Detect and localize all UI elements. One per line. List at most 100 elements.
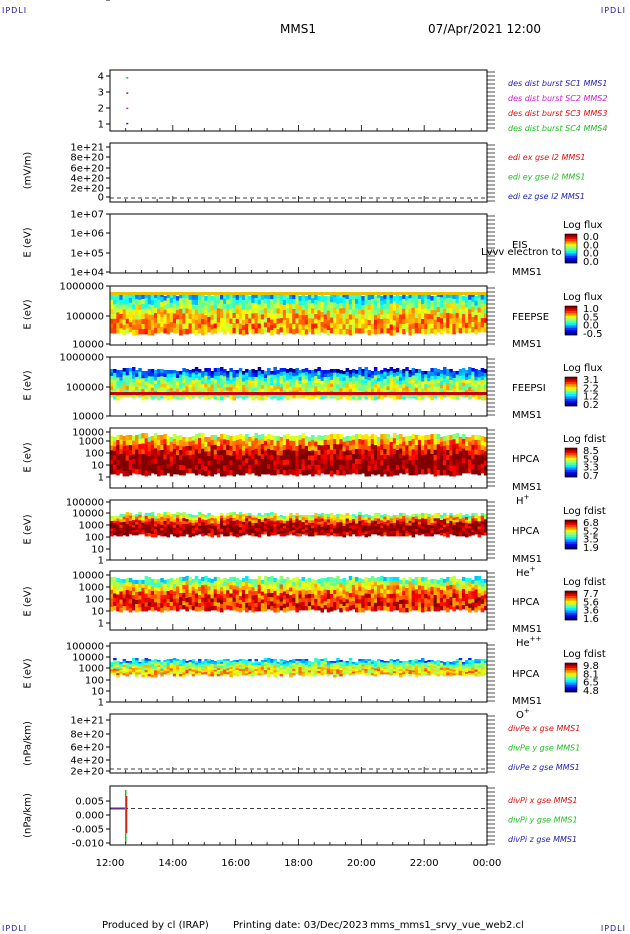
- heatmap-cell: [452, 515, 456, 518]
- heatmap-cell: [336, 454, 340, 460]
- colorbar-cell: [565, 260, 577, 264]
- heatmap-cell: [128, 518, 133, 522]
- heatmap-cell: [116, 440, 120, 446]
- heatmap-cell: [157, 529, 161, 533]
- heatmap-cell: [285, 594, 290, 599]
- heatmap-cell: [169, 471, 174, 477]
- heatmap-cell: [292, 304, 296, 310]
- heatmap-cell: [446, 445, 450, 451]
- heatmap-cell: [483, 376, 488, 382]
- heatmap-cell: [251, 520, 255, 524]
- heatmap-cell: [446, 308, 450, 314]
- heatmap-cell: [373, 450, 378, 456]
- heatmap-cell: [254, 530, 258, 534]
- heatmap-cell: [279, 469, 284, 475]
- heatmap-cell: [150, 533, 155, 538]
- heatmap-cell: [160, 379, 164, 384]
- heatmap-cell: [270, 381, 274, 386]
- heatmap-cell: [201, 443, 205, 450]
- heatmap-cell: [125, 465, 130, 472]
- heatmap-cell: [355, 581, 359, 587]
- heatmap-cell: [119, 318, 123, 324]
- heatmap-cell: [238, 439, 243, 445]
- heatmap-cell: [298, 469, 302, 475]
- heatmap-cell: [455, 516, 460, 520]
- heatmap-cell: [474, 454, 478, 460]
- heatmap-cell: [132, 304, 136, 310]
- heatmap-cell: [229, 532, 233, 536]
- heatmap-cell: [417, 529, 422, 533]
- heatmap-cell: [468, 531, 472, 534]
- heatmap-cell: [210, 450, 214, 456]
- heatmap-cell: [433, 368, 438, 373]
- heatmap-cell: [185, 318, 189, 325]
- heatmap-cell: [254, 394, 258, 399]
- heatmap-cell: [329, 372, 334, 377]
- heatmap-cell: [370, 329, 375, 335]
- heatmap-cell: [270, 465, 274, 471]
- heatmap-cell: [301, 531, 306, 535]
- heatmap-cell: [483, 514, 488, 517]
- heatmap-cell: [304, 586, 309, 592]
- heatmap-cell: [229, 529, 233, 533]
- heatmap-cell: [367, 530, 372, 534]
- heatmap-cell: [216, 388, 221, 393]
- heatmap-cell: [392, 325, 397, 331]
- heatmap-cell: [414, 395, 419, 400]
- heatmap-cell: [204, 471, 208, 477]
- heatmap-cell: [172, 394, 177, 399]
- heatmap-cell: [163, 602, 167, 607]
- heatmap-cell: [150, 305, 155, 311]
- heatmap-cell: [241, 395, 246, 400]
- heatmap-cell: [273, 465, 277, 471]
- heatmap-cell: [380, 444, 384, 451]
- heatmap-cell: [377, 385, 381, 389]
- heatmap-cell: [141, 299, 145, 305]
- data-point: [126, 77, 129, 79]
- heatmap-cell: [389, 526, 394, 529]
- heatmap-cell: [333, 459, 337, 465]
- heatmap-cell: [468, 464, 472, 469]
- heatmap-cell: [317, 516, 321, 520]
- heatmap-cell: [220, 387, 224, 393]
- heatmap-cell: [323, 585, 328, 591]
- heatmap-cell: [160, 530, 164, 534]
- heatmap-cell: [282, 595, 287, 600]
- heatmap-cell: [452, 527, 456, 531]
- heatmap-cell: [439, 532, 444, 536]
- heatmap-cell: [386, 470, 390, 477]
- heatmap-cell: [232, 308, 236, 314]
- heatmap-cell: [154, 453, 158, 459]
- heatmap-cell: [270, 588, 274, 594]
- heatmap-cell: [389, 308, 394, 315]
- heatmap-cell: [260, 580, 265, 585]
- heatmap-cell: [172, 606, 177, 611]
- heatmap-cell: [194, 584, 199, 590]
- heatmap-cell: [377, 526, 381, 530]
- heatmap-cell: [216, 529, 221, 533]
- heatmap-cell: [361, 449, 365, 455]
- heatmap-cell: [405, 296, 409, 301]
- heatmap-cell: [424, 521, 428, 525]
- heatmap-cell: [329, 465, 334, 472]
- heatmap-cell: [207, 441, 211, 447]
- heatmap-cell: [383, 323, 387, 329]
- heatmap-cell: [307, 598, 312, 603]
- heatmap-cell: [157, 440, 161, 446]
- heatmap-cell: [414, 372, 419, 377]
- heatmap-cell: [182, 593, 186, 598]
- heatmap-cell: [345, 529, 350, 533]
- heatmap-cell: [443, 445, 447, 452]
- heatmap-cell: [194, 597, 199, 603]
- heatmap-cell: [386, 369, 390, 373]
- heatmap-cell: [411, 318, 416, 324]
- heatmap-cell: [399, 521, 403, 525]
- heatmap-cell: [188, 384, 192, 389]
- heatmap-cell: [135, 464, 139, 470]
- heatmap-cell: [270, 319, 274, 326]
- heatmap-cell: [154, 531, 158, 535]
- heatmap-cell: [405, 525, 409, 529]
- heatmap-cell: [226, 601, 230, 606]
- heatmap-cell: [364, 534, 368, 538]
- heatmap-cell: [345, 580, 350, 585]
